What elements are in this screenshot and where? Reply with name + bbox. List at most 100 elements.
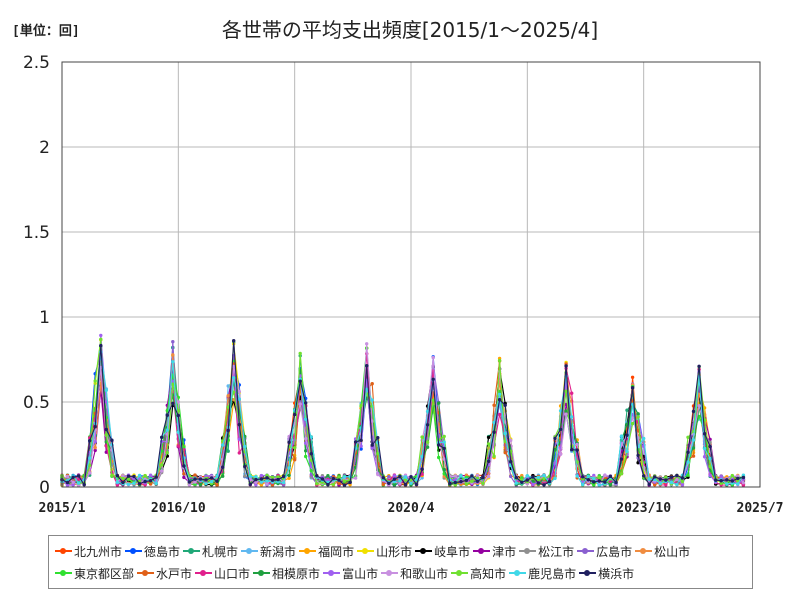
data-point bbox=[536, 481, 541, 485]
legend-swatch bbox=[241, 547, 259, 555]
data-point bbox=[232, 364, 236, 369]
data-point bbox=[675, 482, 679, 487]
data-point bbox=[398, 474, 402, 479]
data-point bbox=[165, 413, 169, 417]
legend-label: 北九州市 bbox=[74, 544, 123, 559]
data-point bbox=[182, 472, 186, 476]
data-point bbox=[171, 401, 175, 405]
data-point bbox=[459, 474, 463, 478]
data-point bbox=[88, 471, 92, 475]
data-point bbox=[708, 473, 712, 478]
unit-label: [単位：回] bbox=[12, 24, 80, 39]
data-point bbox=[365, 364, 369, 368]
data-point bbox=[309, 452, 313, 456]
data-point bbox=[409, 481, 413, 485]
data-point bbox=[331, 482, 336, 487]
data-point bbox=[165, 451, 169, 455]
data-point bbox=[315, 474, 319, 478]
data-point bbox=[470, 474, 474, 478]
data-point bbox=[619, 434, 624, 438]
data-point bbox=[680, 479, 685, 484]
data-point bbox=[509, 474, 513, 479]
legend-item: 札幌市 bbox=[183, 543, 238, 560]
data-point bbox=[564, 409, 568, 413]
legend-label: 岐阜市 bbox=[434, 544, 471, 559]
data-point bbox=[431, 355, 435, 360]
data-point bbox=[669, 475, 674, 479]
data-point bbox=[702, 432, 707, 436]
data-point bbox=[630, 375, 635, 379]
data-point bbox=[176, 430, 180, 434]
data-point bbox=[88, 463, 92, 467]
legend-swatch bbox=[195, 569, 213, 577]
data-point bbox=[359, 403, 363, 408]
data-point bbox=[187, 483, 192, 487]
data-point bbox=[126, 482, 131, 486]
data-point bbox=[148, 482, 153, 486]
data-point bbox=[326, 474, 330, 478]
data-point bbox=[137, 482, 142, 486]
legend-label: 新潟市 bbox=[260, 544, 297, 559]
legend-item: 岐阜市 bbox=[415, 543, 470, 560]
data-point bbox=[653, 482, 657, 487]
data-point bbox=[370, 382, 374, 386]
data-point bbox=[442, 440, 446, 444]
data-point bbox=[254, 475, 258, 479]
data-point bbox=[171, 379, 175, 383]
data-point bbox=[420, 467, 424, 471]
data-point bbox=[326, 483, 330, 487]
x-tick-label: 2018/7 bbox=[271, 501, 318, 516]
data-point bbox=[425, 409, 430, 414]
data-point bbox=[76, 477, 81, 481]
data-point bbox=[93, 440, 97, 444]
data-point bbox=[675, 473, 679, 478]
data-point bbox=[110, 473, 114, 477]
data-point bbox=[143, 474, 147, 478]
data-point bbox=[664, 478, 668, 482]
data-point bbox=[603, 473, 607, 478]
legend-row: 北九州市 徳島市 札幌市 新潟市 福岡市 山形市 岐阜市 津市 松江市 広島市 松山市 bbox=[55, 540, 750, 562]
data-point bbox=[320, 477, 325, 481]
legend-label: 東京都区部 bbox=[74, 566, 135, 581]
data-point bbox=[265, 476, 269, 480]
data-point bbox=[702, 446, 707, 451]
data-point bbox=[265, 479, 269, 483]
data-point bbox=[581, 483, 585, 487]
data-point bbox=[664, 475, 668, 479]
data-point bbox=[115, 480, 120, 484]
data-point bbox=[708, 464, 712, 469]
data-point bbox=[675, 477, 679, 481]
data-point bbox=[686, 435, 690, 439]
legend-item: 松山市 bbox=[635, 543, 690, 560]
data-point bbox=[525, 478, 529, 482]
legend-label: 津市 bbox=[492, 544, 517, 559]
data-point bbox=[570, 415, 574, 419]
legend-label: 広島市 bbox=[596, 544, 633, 559]
legend-label: 高知市 bbox=[470, 566, 507, 581]
data-point bbox=[254, 477, 258, 482]
data-point bbox=[403, 475, 408, 479]
data-point bbox=[586, 478, 590, 482]
data-point bbox=[337, 481, 341, 485]
data-point bbox=[76, 481, 81, 485]
data-point bbox=[221, 474, 225, 478]
legend-item: 鹿児島市 bbox=[509, 565, 576, 582]
data-point bbox=[171, 353, 175, 357]
legend-swatch bbox=[519, 547, 537, 555]
legend-item: 福岡市 bbox=[299, 543, 354, 560]
data-point bbox=[486, 435, 491, 440]
data-point bbox=[93, 425, 97, 429]
x-tick-label: 2020/4 bbox=[388, 501, 435, 516]
data-point bbox=[65, 483, 70, 487]
data-point bbox=[630, 421, 635, 426]
data-point bbox=[370, 419, 374, 423]
data-point bbox=[448, 481, 452, 486]
legend-item: 山形市 bbox=[357, 543, 412, 560]
data-point bbox=[730, 473, 734, 478]
data-point bbox=[531, 479, 535, 483]
data-point bbox=[376, 451, 380, 456]
y-tick-label: 1 bbox=[39, 308, 50, 328]
data-point bbox=[104, 427, 109, 432]
legend-item: 松江市 bbox=[519, 543, 574, 560]
legend-label: 札幌市 bbox=[202, 544, 239, 559]
